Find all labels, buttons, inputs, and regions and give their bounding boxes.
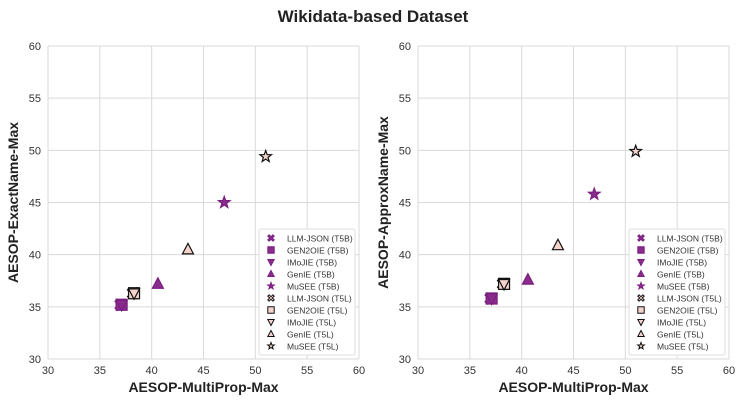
y-axis-label: AESOP-ApproxName-Max bbox=[375, 116, 391, 289]
data-point-imojie-t5l bbox=[497, 278, 511, 292]
data-point-musee-t5l bbox=[258, 148, 274, 163]
x-tick-label: 40 bbox=[516, 365, 528, 377]
legend-marker-icon bbox=[267, 234, 275, 242]
legend: LLM-JSON (T5B) GEN2OIE (T5B) IMoJIE (T5B) G… bbox=[628, 228, 726, 356]
figure-title: Wikidata-based Dataset bbox=[278, 7, 469, 26]
x-tick-label: 55 bbox=[671, 365, 683, 377]
legend-entry-label: MuSEE (T5B) bbox=[287, 282, 340, 292]
x-tick-label: 60 bbox=[723, 365, 735, 377]
x-axis-label: AESOP-MultiProp-Max bbox=[498, 379, 648, 395]
legend-entry-label: GenIE (T5B) bbox=[657, 270, 705, 280]
y-axis-label: AESOP-ExactName-Max bbox=[5, 122, 21, 283]
y-tick-label: 55 bbox=[399, 93, 411, 105]
legend-box bbox=[628, 228, 726, 356]
legend-entry-label: GenIE (T5L) bbox=[657, 330, 704, 340]
y-tick-label: 30 bbox=[29, 354, 41, 366]
legend-marker-icon bbox=[266, 329, 276, 338]
legend-entry-label: GEN2OIE (T5B) bbox=[287, 246, 349, 256]
data-point-genie-t5l bbox=[551, 237, 565, 251]
legend-entry-label: GEN2OIE (T5L) bbox=[287, 306, 348, 316]
legend-marker-icon bbox=[267, 306, 275, 314]
legend-entry-label: GenIE (T5L) bbox=[287, 330, 334, 340]
legend-entry-label: GEN2OIE (T5B) bbox=[657, 246, 719, 256]
data-point-imojie-t5b bbox=[115, 299, 129, 313]
y-tick-label: 60 bbox=[399, 41, 411, 53]
y-tick-label: 35 bbox=[399, 302, 411, 314]
legend-marker-icon bbox=[636, 341, 646, 351]
data-point-musee-t5b bbox=[586, 186, 602, 201]
data-point-musee-t5b bbox=[216, 194, 232, 209]
x-tick-label: 30 bbox=[42, 365, 54, 377]
legend-marker-icon bbox=[266, 281, 276, 291]
y-tick-label: 50 bbox=[29, 145, 41, 157]
legend-marker-icon bbox=[637, 234, 645, 242]
scatter-panel-2: 30 35 40 45 50 55 60 30 35 40 45 50 55 60 AESOP-MultiP… bbox=[375, 41, 735, 395]
legend-entry-label: LLM-JSON (T5L) bbox=[657, 294, 722, 304]
x-tick-label: 45 bbox=[197, 365, 209, 377]
legend-entry-label: LLM-JSON (T5B) bbox=[287, 234, 353, 244]
legend-marker-icon bbox=[266, 258, 276, 267]
y-tick-label: 60 bbox=[29, 41, 41, 53]
legend-entry-label: IMoJIE (T5L) bbox=[657, 318, 706, 328]
y-tick-label: 35 bbox=[29, 302, 41, 314]
x-tick-label: 30 bbox=[412, 365, 424, 377]
legend-entry-label: LLM-JSON (T5B) bbox=[657, 234, 723, 244]
legend-marker-icon bbox=[636, 329, 646, 338]
legend-marker-icon bbox=[636, 318, 646, 327]
legend-box bbox=[258, 228, 356, 356]
legend-entry-label: GEN2OIE (T5L) bbox=[657, 306, 718, 316]
legend-marker-icon bbox=[267, 246, 275, 254]
x-tick-label: 35 bbox=[464, 365, 476, 377]
data-point-imojie-t5l bbox=[127, 288, 141, 301]
legend-entry-label: GenIE (T5B) bbox=[287, 270, 335, 280]
data-point-imojie-t5b bbox=[485, 293, 499, 306]
scatter-panel-1: 30 35 40 45 50 55 60 30 35 40 45 50 55 60 AESOP-MultiP… bbox=[5, 41, 365, 395]
y-tick-label: 30 bbox=[399, 354, 411, 366]
legend: LLM-JSON (T5B) GEN2OIE (T5B) IMoJIE (T5B) G… bbox=[258, 228, 356, 356]
legend-marker-icon bbox=[636, 281, 646, 291]
legend-marker-icon bbox=[636, 258, 646, 267]
y-tick-label: 50 bbox=[399, 145, 411, 157]
data-point-musee-t5l bbox=[628, 143, 644, 158]
y-tick-label: 45 bbox=[399, 198, 411, 210]
y-tick-label: 40 bbox=[399, 250, 411, 262]
legend-entry-label: IMoJIE (T5L) bbox=[287, 318, 336, 328]
legend-marker-icon bbox=[637, 246, 645, 254]
y-tick-label: 55 bbox=[29, 93, 41, 105]
x-tick-label: 45 bbox=[567, 365, 579, 377]
legend-marker-icon bbox=[266, 318, 276, 327]
data-point-genie-t5l bbox=[181, 242, 195, 255]
legend-entry-label: IMoJIE (T5B) bbox=[287, 258, 337, 268]
x-tick-label: 35 bbox=[94, 365, 106, 377]
x-tick-label: 50 bbox=[619, 365, 631, 377]
x-tick-label: 50 bbox=[249, 365, 261, 377]
data-point-genie-t5b bbox=[521, 272, 535, 285]
legend-entry-label: LLM-JSON (T5L) bbox=[287, 294, 352, 304]
legend-entry-label: MuSEE (T5B) bbox=[657, 282, 710, 292]
legend-marker-icon bbox=[637, 306, 645, 314]
x-axis-label: AESOP-MultiProp-Max bbox=[128, 379, 278, 395]
legend-marker-icon bbox=[637, 294, 645, 302]
x-tick-label: 60 bbox=[353, 365, 365, 377]
y-tick-label: 40 bbox=[29, 250, 41, 262]
legend-marker-icon bbox=[266, 269, 276, 278]
legend-marker-icon bbox=[266, 341, 276, 351]
legend-entry-label: IMoJIE (T5B) bbox=[657, 258, 707, 268]
legend-marker-icon bbox=[636, 269, 646, 278]
legend-entry-label: MuSEE (T5L) bbox=[287, 342, 339, 352]
data-point-genie-t5b bbox=[151, 276, 165, 289]
legend-entry-label: MuSEE (T5L) bbox=[657, 342, 709, 352]
legend-marker-icon bbox=[267, 294, 275, 302]
x-tick-label: 55 bbox=[301, 365, 313, 377]
x-tick-label: 40 bbox=[146, 365, 158, 377]
y-tick-label: 45 bbox=[29, 198, 41, 210]
